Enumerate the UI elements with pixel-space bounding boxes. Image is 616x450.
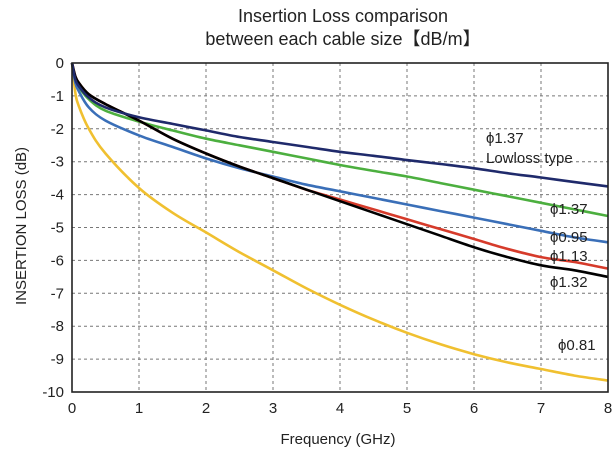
y-tick-label: -5 [51, 220, 64, 237]
x-tick-label: 0 [68, 400, 76, 417]
y-tick-label: -1 [51, 88, 64, 105]
series-line-0 [70, 62, 609, 188]
chart-title-line-1: Insertion Loss comparison [238, 6, 448, 26]
x-tick-label: 7 [537, 400, 545, 417]
x-tick-label: 2 [202, 400, 210, 417]
plot-frame [71, 62, 609, 393]
y-axis-title: INSERTION LOSS (dB) [13, 147, 30, 305]
x-tick-label: 3 [269, 400, 277, 417]
x-tick-label: 5 [403, 400, 411, 417]
series-layer [70, 62, 609, 382]
y-tick-label: 0 [56, 55, 64, 72]
series-label-2: ϕ0.95 [550, 229, 588, 246]
x-tick-label: 4 [336, 400, 344, 417]
series-line-1 [70, 62, 609, 218]
series-line-5 [70, 62, 609, 382]
x-tick-label: 8 [604, 400, 612, 417]
tick-labels: 0 1 2 3 4 5 6 7 8 0 -1 -2 -3 -4 -5 -6 -7 -8 -9 -10 [42, 55, 612, 417]
x-tick-label: 6 [470, 400, 478, 417]
series-line-4 [70, 62, 609, 279]
y-tick-label: -10 [42, 384, 64, 401]
x-tick-label: 1 [135, 400, 143, 417]
y-tick-label: -7 [51, 285, 64, 302]
y-tick-label: -9 [51, 351, 64, 368]
x-axis-title: Frequency (GHz) [280, 431, 395, 448]
series-label-0: Lowloss type [486, 150, 573, 167]
y-tick-label: -4 [51, 187, 64, 204]
y-tick-label: -2 [51, 121, 64, 138]
y-tick-label: -3 [51, 154, 64, 171]
series-labels: ϕ1.37 Lowloss type ϕ1.37 ϕ0.95 ϕ1.13 ϕ1.32 ϕ0.… [486, 130, 596, 354]
chart-title-line-2: between each cable size【dB/m】 [205, 29, 480, 49]
series-label-4: ϕ1.32 [550, 274, 588, 291]
series-label-1: ϕ1.37 [550, 201, 588, 218]
y-tick-label: -6 [51, 252, 64, 269]
series-label-5: ϕ0.81 [558, 337, 596, 354]
series-label-3: ϕ1.13 [550, 248, 588, 265]
y-tick-label: -8 [51, 318, 64, 335]
series-label-0: ϕ1.37 [486, 130, 524, 147]
series-line-2 [70, 62, 609, 244]
